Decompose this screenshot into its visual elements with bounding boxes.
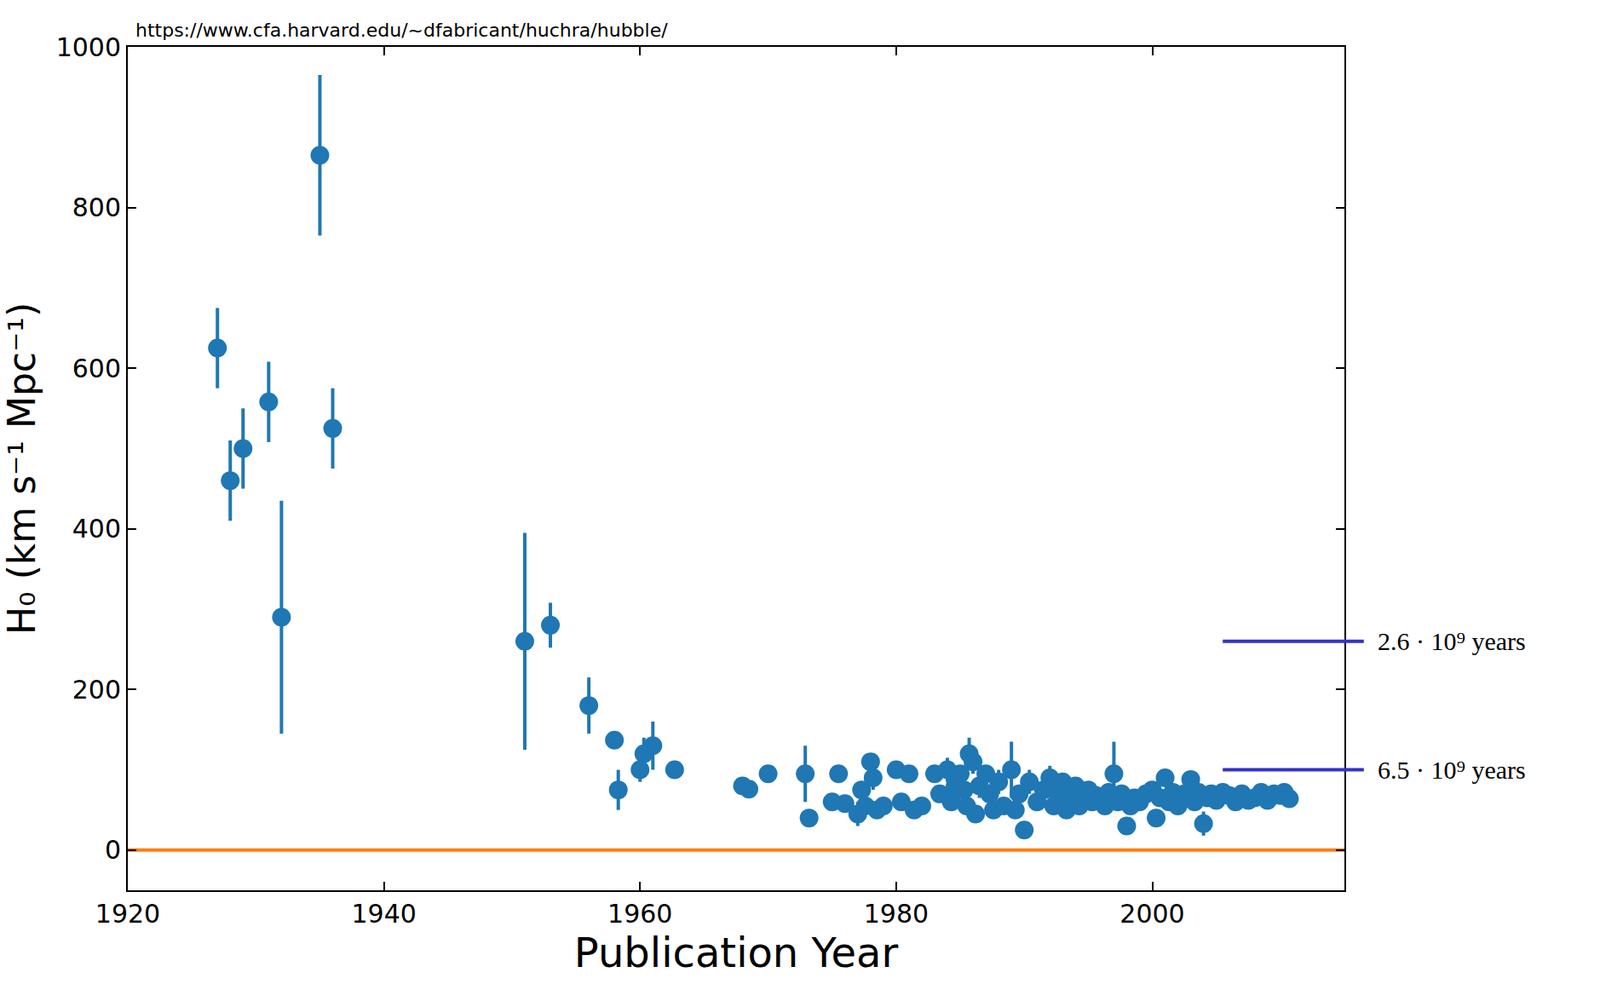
- svg-text:2000: 2000: [1119, 898, 1185, 929]
- svg-text:1960: 1960: [607, 898, 673, 929]
- svg-text:1920: 1920: [95, 898, 161, 929]
- svg-text:0: 0: [104, 834, 121, 865]
- svg-text:H₀ (km s⁻¹ Mpc⁻¹): H₀ (km s⁻¹ Mpc⁻¹): [0, 302, 44, 635]
- svg-text:1980: 1980: [863, 898, 929, 929]
- svg-text:2.6 · 10⁹ years: 2.6 · 10⁹ years: [1377, 627, 1526, 656]
- svg-text:6.5 · 10⁹ years: 6.5 · 10⁹ years: [1377, 755, 1526, 784]
- svg-text:Publication Year: Publication Year: [574, 928, 899, 977]
- svg-text:400: 400: [72, 513, 121, 544]
- svg-text:1000: 1000: [56, 32, 121, 63]
- svg-text:600: 600: [72, 353, 121, 384]
- svg-text:800: 800: [72, 192, 121, 223]
- svg-text:200: 200: [72, 674, 121, 705]
- svg-text:1940: 1940: [351, 898, 416, 929]
- svg-text:https://www.cfa.harvard.edu/~d: https://www.cfa.harvard.edu/~dfabricant/…: [135, 19, 668, 41]
